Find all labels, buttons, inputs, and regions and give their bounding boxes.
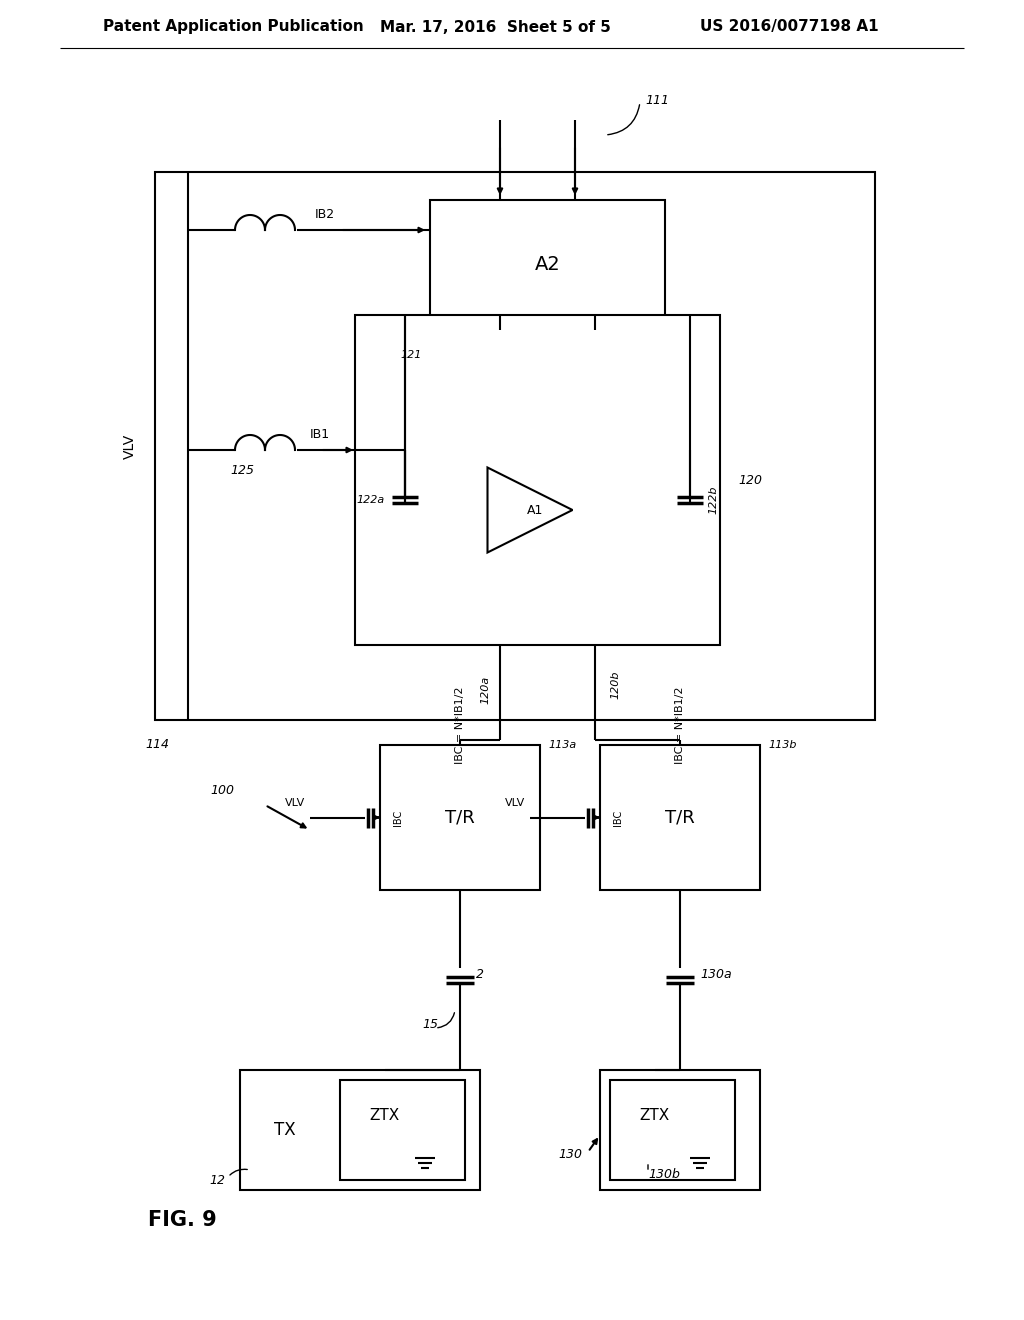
Text: VLV: VLV xyxy=(285,797,305,808)
Text: 114: 114 xyxy=(145,738,169,751)
Text: 130b: 130b xyxy=(648,1168,680,1181)
Text: 120: 120 xyxy=(738,474,762,487)
Text: IBC = N*IB1/2: IBC = N*IB1/2 xyxy=(455,686,465,764)
Text: VLV: VLV xyxy=(505,797,525,808)
Text: TX: TX xyxy=(274,1121,296,1139)
Text: 113b: 113b xyxy=(768,741,797,750)
Bar xyxy=(340,1080,465,1180)
Bar xyxy=(355,315,720,645)
Text: A1: A1 xyxy=(526,503,543,516)
Text: Mar. 17, 2016  Sheet 5 of 5: Mar. 17, 2016 Sheet 5 of 5 xyxy=(380,20,611,34)
Text: 111: 111 xyxy=(645,94,669,107)
Bar xyxy=(155,172,874,719)
Text: 2: 2 xyxy=(476,969,484,982)
Text: 100: 100 xyxy=(210,784,234,796)
Text: Patent Application Publication: Patent Application Publication xyxy=(103,20,364,34)
Text: IB2: IB2 xyxy=(315,209,335,222)
Text: 125: 125 xyxy=(230,463,254,477)
Bar xyxy=(610,1080,735,1180)
Bar xyxy=(380,744,540,890)
Bar xyxy=(600,1071,760,1191)
Polygon shape xyxy=(487,467,572,553)
Bar xyxy=(430,201,665,330)
Text: IBC = N*IB1/2: IBC = N*IB1/2 xyxy=(675,686,685,764)
Bar xyxy=(600,744,760,890)
Text: 130: 130 xyxy=(558,1148,582,1162)
Text: 113a: 113a xyxy=(548,741,577,750)
Text: 121: 121 xyxy=(400,350,421,360)
Text: US 2016/0077198 A1: US 2016/0077198 A1 xyxy=(700,20,879,34)
Text: IB1: IB1 xyxy=(310,429,330,441)
Text: 12: 12 xyxy=(209,1173,225,1187)
Text: FIG. 9: FIG. 9 xyxy=(148,1210,217,1230)
Text: 122b: 122b xyxy=(708,486,718,515)
Text: IBC: IBC xyxy=(613,809,623,825)
Text: ZTX: ZTX xyxy=(640,1107,670,1122)
Text: T/R: T/R xyxy=(666,808,695,826)
Text: ZTX: ZTX xyxy=(370,1107,400,1122)
Text: 120a: 120a xyxy=(480,676,490,704)
Text: IBC: IBC xyxy=(393,809,403,825)
Text: 122a: 122a xyxy=(356,495,385,506)
Bar xyxy=(240,1071,480,1191)
Text: A2: A2 xyxy=(535,256,560,275)
Text: T/R: T/R xyxy=(445,808,475,826)
Text: 15: 15 xyxy=(422,1019,438,1031)
Text: 130a: 130a xyxy=(700,969,731,982)
Text: 120b: 120b xyxy=(610,671,620,700)
Text: VLV: VLV xyxy=(123,433,137,458)
